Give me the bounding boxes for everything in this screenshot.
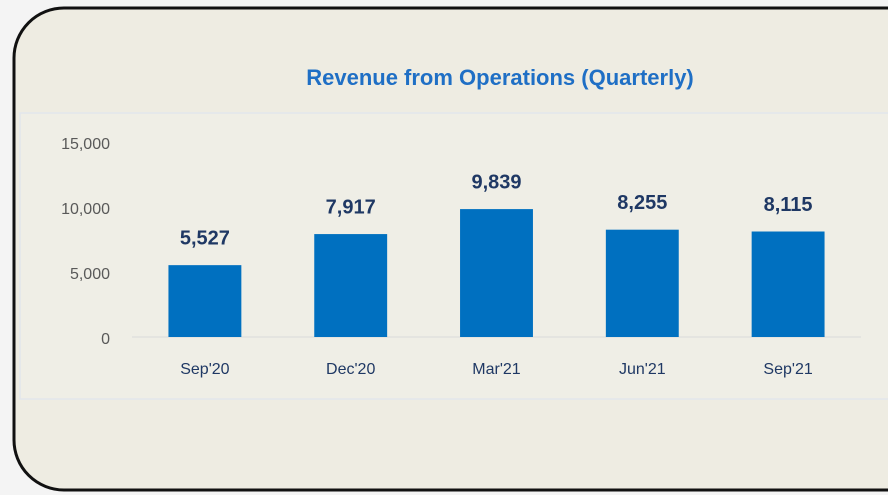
data-label: 5,527	[180, 227, 230, 249]
data-label: 7,917	[326, 196, 376, 218]
x-tick-label: Mar'21	[472, 361, 521, 378]
data-label: 8,115	[764, 194, 813, 216]
bar	[605, 229, 679, 337]
data-label: 8,255	[617, 192, 667, 214]
bar	[168, 265, 242, 337]
x-tick-label: Sep'20	[180, 361, 229, 378]
chart-title: Revenue from Operations (Quarterly)	[306, 65, 694, 90]
x-tick-label: Sep'21	[763, 361, 812, 378]
y-tick-label: 0	[101, 331, 110, 348]
plot-area	[19, 112, 888, 400]
y-tick-label: 15,000	[61, 136, 110, 153]
bar	[314, 234, 388, 337]
x-tick-label: Jun'21	[619, 361, 666, 378]
data-label: 9,839	[471, 171, 521, 193]
x-tick-label: Dec'20	[326, 361, 375, 378]
y-tick-label: 5,000	[70, 266, 110, 283]
bar	[460, 209, 533, 337]
bar	[751, 231, 825, 337]
y-tick-label: 10,000	[61, 201, 110, 218]
